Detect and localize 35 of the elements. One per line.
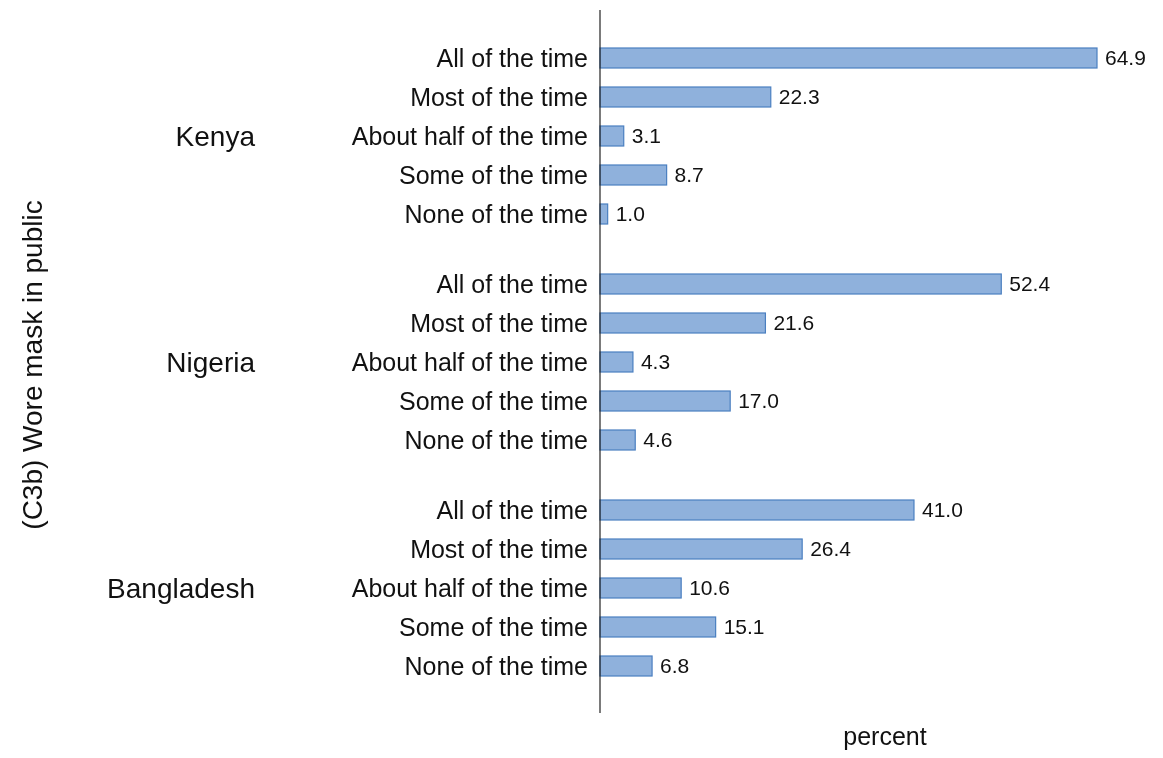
y-tick-label: Some of the time: [399, 160, 588, 189]
data-label: 21.6: [773, 311, 815, 335]
data-label: 64.9: [1105, 46, 1146, 70]
x-axis-title: percent: [843, 722, 927, 750]
data-label: 26.4: [810, 537, 852, 561]
y-tick-label: All of the time: [436, 495, 588, 524]
y-tick-label: Some of the time: [399, 386, 588, 415]
text: Bangladesh: [107, 572, 255, 604]
data-label: 22.3: [778, 85, 820, 109]
data-label: 4.6: [643, 428, 673, 452]
data-label: 6.8: [660, 654, 690, 678]
y-tick-label: About half of the time: [351, 121, 588, 150]
y-tick-label: Most of the time: [410, 82, 588, 111]
y-tick-label: None of the time: [404, 425, 588, 454]
data-label: 3.1: [631, 124, 661, 148]
data-label: 15.1: [723, 615, 765, 639]
data-label: 52.4: [1009, 272, 1051, 296]
text: (C3b) Wore mask in public: [17, 200, 48, 530]
y-tick-label: Some of the time: [399, 612, 588, 641]
data-label: 1.0: [615, 202, 645, 226]
y-tick-label: All of the time: [436, 43, 588, 72]
y-tick-label: Most of the time: [410, 308, 588, 337]
y-tick-label: About half of the time: [351, 347, 588, 376]
data-label: 4.3: [640, 350, 671, 374]
data-label: 8.7: [674, 163, 704, 187]
y-tick-label: All of the time: [436, 269, 588, 298]
text: Kenya: [175, 120, 256, 152]
y-tick-label: Most of the time: [410, 534, 588, 563]
data-label: 17.0: [738, 389, 780, 413]
text: Nigeria: [166, 346, 256, 378]
y-tick-label: None of the time: [404, 651, 588, 680]
y-tick-label: About half of the time: [351, 573, 588, 602]
y-tick-label: None of the time: [404, 199, 588, 228]
data-label: 10.6: [689, 576, 731, 600]
data-label: 41.0: [921, 498, 963, 522]
